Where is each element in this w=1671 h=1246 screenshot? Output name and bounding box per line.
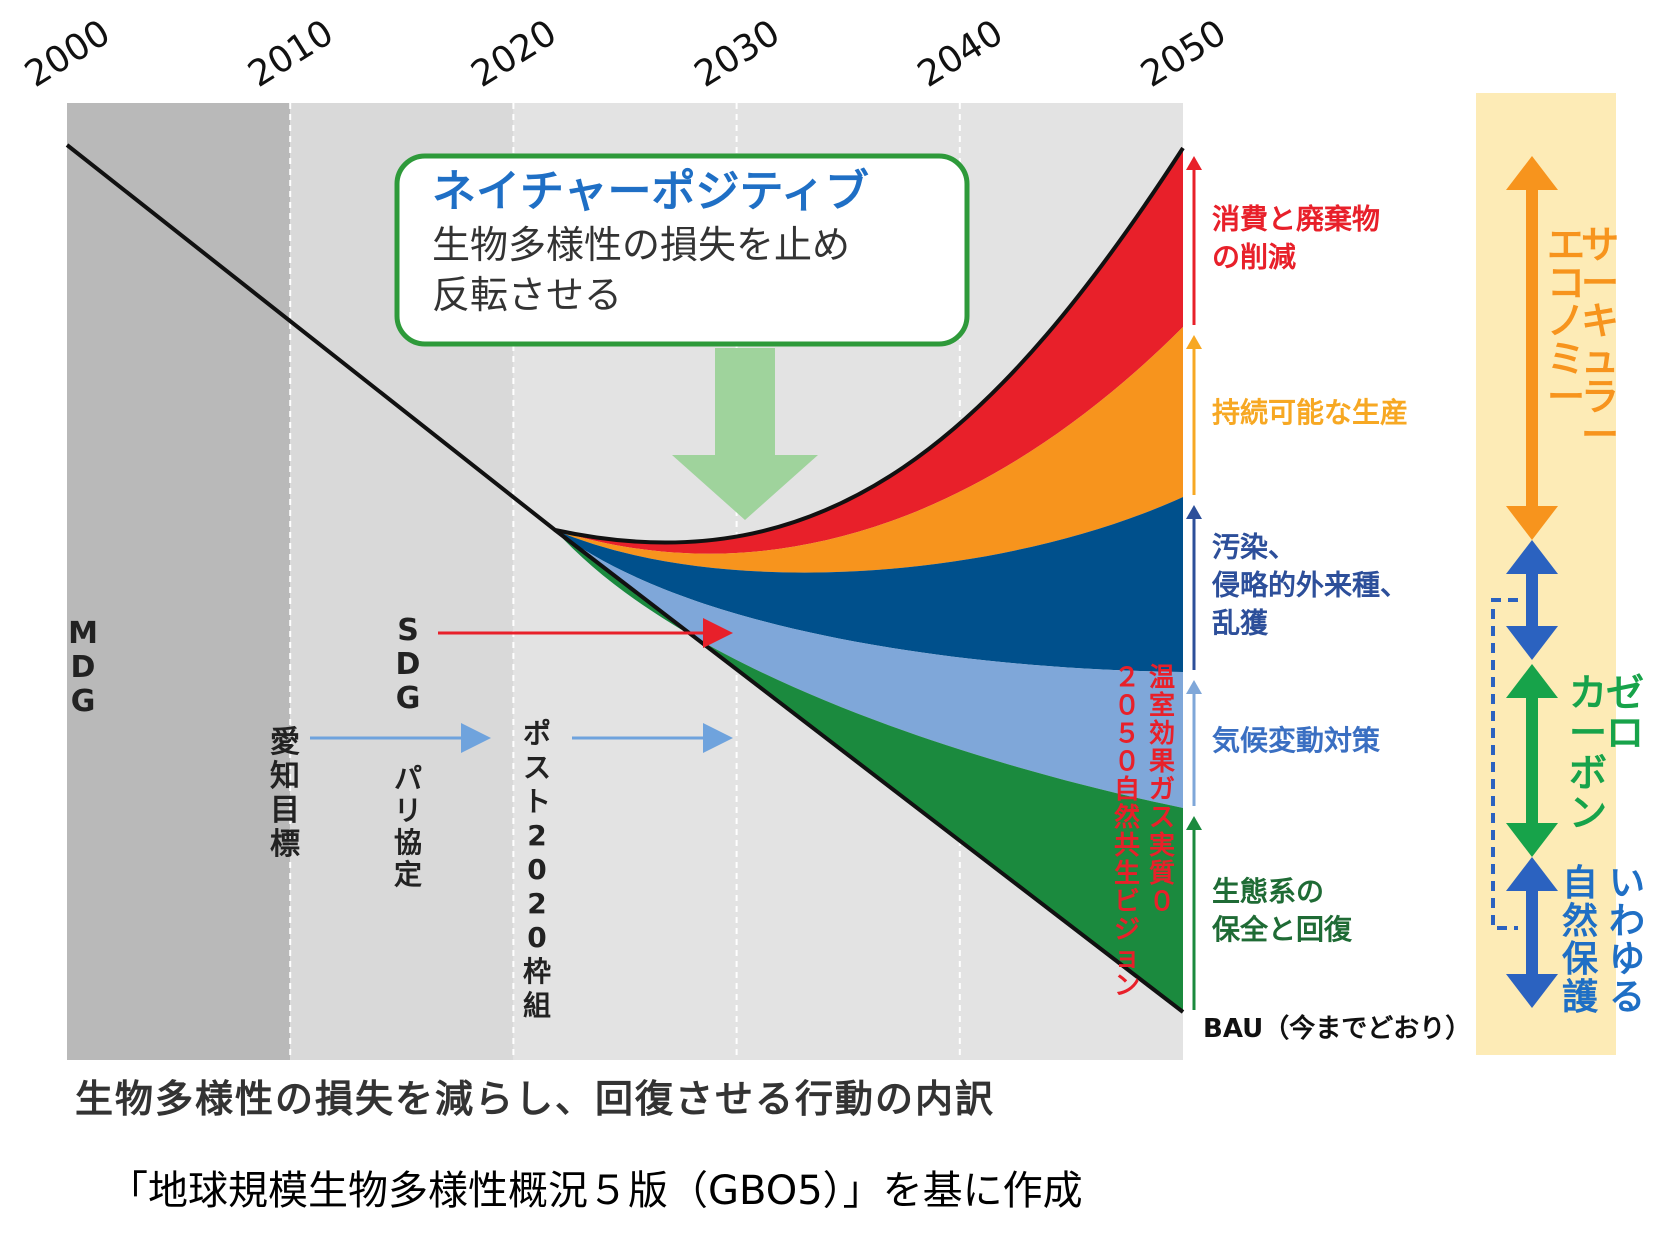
- zero-carbon-label-0: ゼロ: [1606, 671, 1644, 755]
- band-labels: 消費と廃棄物の削減持続可能な生産汚染、侵略的外来種、乱獲気候変動対策生態系の保全…: [1186, 156, 1471, 1044]
- band-0: [555, 148, 1183, 554]
- band-arrowhead-1: [1186, 335, 1202, 349]
- zero-carbon-arrow-head-up: [1506, 664, 1558, 698]
- circular-arrow-shaft: [1526, 186, 1538, 510]
- circular-arrow-head-up: [1506, 156, 1558, 190]
- zero-carbon-label-1: カーボン: [1569, 671, 1607, 835]
- tick-label-2030: 2030: [688, 12, 787, 95]
- blue-arrow-shaft: [1526, 570, 1538, 630]
- band-label-0: 消費と廃棄物の削減: [1212, 203, 1380, 274]
- band-1: [555, 327, 1183, 573]
- conservation-arrow-head-up: [1506, 857, 1558, 891]
- tick-label-2050: 2050: [1134, 12, 1233, 95]
- era-0: [67, 103, 291, 1060]
- band-label-4: 生態系の保全と回復: [1212, 875, 1353, 946]
- band-3: [555, 530, 1183, 808]
- band-label-1: 持続可能な生産: [1212, 396, 1408, 429]
- vision-label-0: 温室効果ガス実質０: [1149, 663, 1175, 917]
- bau-line: [553, 528, 1185, 1014]
- tick-label-2020: 2020: [464, 12, 563, 95]
- trajectory-line: [65, 143, 1185, 545]
- zero-carbon-arrow-head-down: [1506, 823, 1558, 857]
- band-arrowhead-0: [1186, 156, 1202, 170]
- zero-carbon-arrow-shaft: [1526, 694, 1538, 827]
- vision-label-1: ２０５０自然共生ビジョン: [1114, 663, 1140, 1001]
- paris-label: パリ協定: [394, 762, 422, 891]
- footer-title: 生物多様性の損失を減らし、回復させる行動の内訳: [75, 1077, 996, 1121]
- blue-arrow-head-down: [1506, 626, 1558, 660]
- x-tick-labels: 2000 2010 2020 2030 2040 2050: [18, 12, 1233, 95]
- conservation-label-1: 自然保護: [1562, 863, 1599, 1018]
- band-arrowhead-2: [1186, 505, 1202, 519]
- conservation-arrow-head-down: [1506, 974, 1558, 1008]
- circular-arrow-head-down: [1506, 506, 1558, 540]
- conservation-label-0: いわゆる: [1609, 863, 1645, 1018]
- band-2: [555, 497, 1183, 672]
- right-panel: [1491, 156, 1558, 1008]
- era-label-post2020: ポスト 2 0 2 0 枠組: [523, 717, 551, 1022]
- footer-source: 「地球規模生物多様性概況５版（GBO5）」を基に作成: [108, 1168, 1083, 1214]
- bands: [65, 143, 1185, 1014]
- bau-label: BAU（今までどおり）: [1203, 1013, 1471, 1044]
- band-label-2: 汚染、侵略的外来種、乱獲: [1211, 531, 1408, 640]
- callout-title: ネイチャーポジティブ: [432, 166, 869, 217]
- down-arrow: [672, 348, 818, 520]
- conservation-arrow-shaft: [1526, 887, 1538, 978]
- band-arrowhead-4: [1186, 816, 1202, 830]
- tick-label-2000: 2000: [18, 12, 117, 95]
- band-label-3: 気候変動対策: [1212, 724, 1380, 757]
- circular-label-1: エコノミー: [1547, 223, 1585, 419]
- callout-body: 生物多様性の損失を止め反転させる: [432, 223, 850, 317]
- tick-label-2040: 2040: [911, 12, 1010, 95]
- blue-arrow-head-up: [1506, 540, 1558, 574]
- band-arrowhead-3: [1186, 680, 1202, 694]
- callout-box: [394, 153, 970, 347]
- dashed-bracket: [1491, 598, 1518, 930]
- era-label-aichi: 愛知目標: [270, 725, 300, 862]
- tick-label-2010: 2010: [241, 12, 340, 95]
- circular-label-0: サーキュラー: [1581, 223, 1619, 457]
